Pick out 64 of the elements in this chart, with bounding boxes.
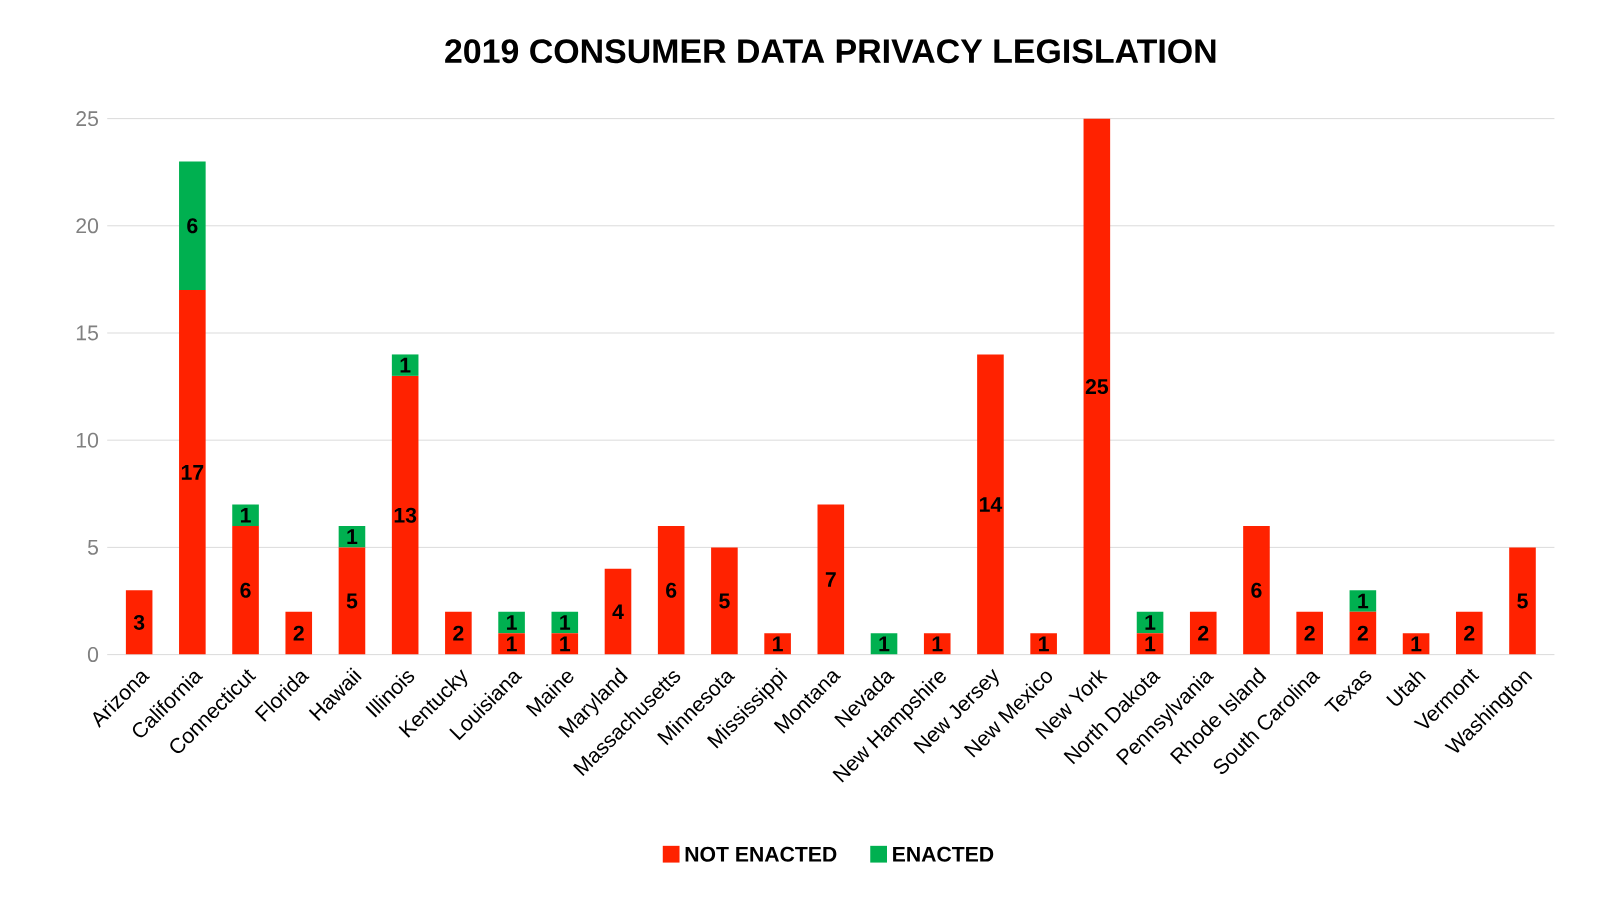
bar xyxy=(1296,611,1323,655)
data-label: 13 xyxy=(394,507,417,523)
bar xyxy=(977,354,1004,655)
bar xyxy=(1083,118,1111,655)
bar xyxy=(179,161,206,291)
y-tick-label: 10 xyxy=(76,432,99,448)
data-label: 1 xyxy=(347,529,358,545)
data-label: 1 xyxy=(560,615,571,630)
data-label: 4 xyxy=(612,604,624,620)
data-label: 5 xyxy=(719,593,730,609)
bar xyxy=(604,568,632,655)
data-label: 2 xyxy=(1198,625,1209,641)
data-label: 25 xyxy=(1085,379,1109,395)
data-label: 7 xyxy=(825,572,836,587)
data-label: 1 xyxy=(400,357,411,373)
bar xyxy=(1243,526,1270,655)
data-label: 5 xyxy=(1517,593,1528,609)
data-label: 5 xyxy=(346,593,358,609)
data-label: 1 xyxy=(560,636,571,652)
data-label: 1 xyxy=(1145,636,1156,652)
data-label: 6 xyxy=(187,218,198,234)
bar xyxy=(338,547,366,655)
data-label: 1 xyxy=(1145,615,1156,630)
data-label: 1 xyxy=(1411,636,1422,652)
data-label: 1 xyxy=(240,507,251,523)
data-label: 2 xyxy=(1304,625,1315,641)
data-label: 14 xyxy=(979,497,1003,512)
bar xyxy=(391,354,419,376)
bar xyxy=(179,290,206,655)
y-tick-label: 0 xyxy=(87,647,99,663)
data-label: 17 xyxy=(181,465,204,480)
legend-label: NOT ENACTED xyxy=(685,846,837,862)
data-label: 1 xyxy=(879,636,890,652)
bar xyxy=(711,547,738,655)
data-label: 2 xyxy=(1464,625,1475,641)
y-tick-label: 15 xyxy=(76,325,98,341)
bar xyxy=(391,375,419,655)
data-label: 2 xyxy=(453,625,464,641)
data-label: 2 xyxy=(293,625,304,641)
data-label: 1 xyxy=(1358,593,1369,609)
data-label: 1 xyxy=(1039,636,1049,652)
legend-label: ENACTED xyxy=(893,846,994,862)
data-label: 6 xyxy=(666,582,677,598)
data-label: 1 xyxy=(932,636,943,652)
bar xyxy=(285,611,313,655)
data-label: 2 xyxy=(1357,625,1368,641)
bar xyxy=(445,611,472,655)
data-label: 6 xyxy=(240,582,251,598)
y-tick-label: 20 xyxy=(76,218,99,234)
data-label: 1 xyxy=(507,615,517,630)
y-tick-label: 25 xyxy=(76,111,98,127)
bar xyxy=(125,590,153,655)
bar xyxy=(817,504,845,655)
data-label: 1 xyxy=(507,636,517,652)
bar xyxy=(232,526,259,655)
bar xyxy=(1189,611,1217,655)
chart-title: 2019 CONSUMER DATA PRIVACY LEGISLATION xyxy=(445,39,1216,64)
y-tick-label: 5 xyxy=(87,540,98,555)
data-label: 1 xyxy=(773,636,783,652)
bar xyxy=(1455,611,1483,655)
data-label: 6 xyxy=(1251,582,1262,598)
bar xyxy=(657,526,685,655)
data-label: 3 xyxy=(133,614,145,630)
bar xyxy=(1509,547,1536,655)
